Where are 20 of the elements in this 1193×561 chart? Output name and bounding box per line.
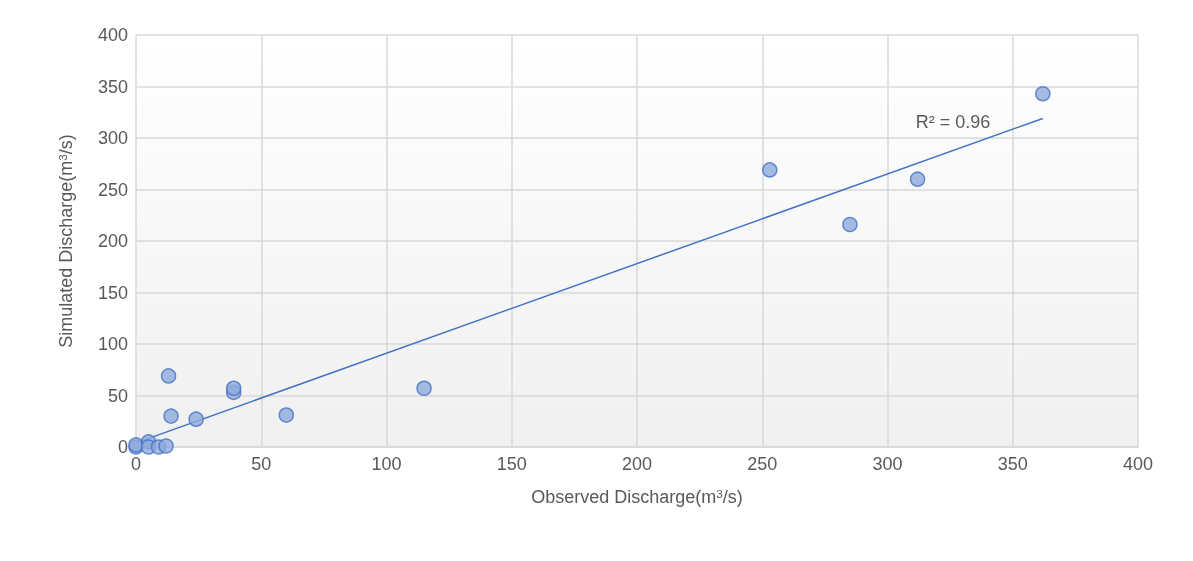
y-axis-title: Simulated Discharge(m3/s): [55, 134, 76, 348]
x-tick-label: 400: [1122, 454, 1154, 474]
annotation: R² = 0.96: [915, 112, 991, 132]
x-tick-label: 350: [997, 454, 1028, 474]
x-tick-label: 200: [621, 454, 653, 474]
x-tick-label: 250: [747, 454, 778, 474]
x-tick-label: 300: [872, 454, 903, 474]
y-tick-label: 400: [97, 25, 128, 45]
x-tick-label: 50: [251, 454, 272, 474]
y-tick-label: 300: [97, 128, 128, 148]
x-tick-label: 100: [371, 454, 402, 474]
y-tick-label: 250: [97, 179, 128, 200]
y-tick-label: 200: [97, 231, 128, 251]
y-tick-label: 50: [107, 385, 128, 406]
x-tick-label: 150: [496, 454, 527, 474]
y-tick-label: 150: [97, 282, 128, 303]
y-tick-label: 350: [97, 76, 128, 97]
y-tick-label: 0: [117, 437, 128, 457]
x-tick-label: 0: [130, 454, 142, 474]
y-tick-label: 100: [97, 334, 128, 354]
